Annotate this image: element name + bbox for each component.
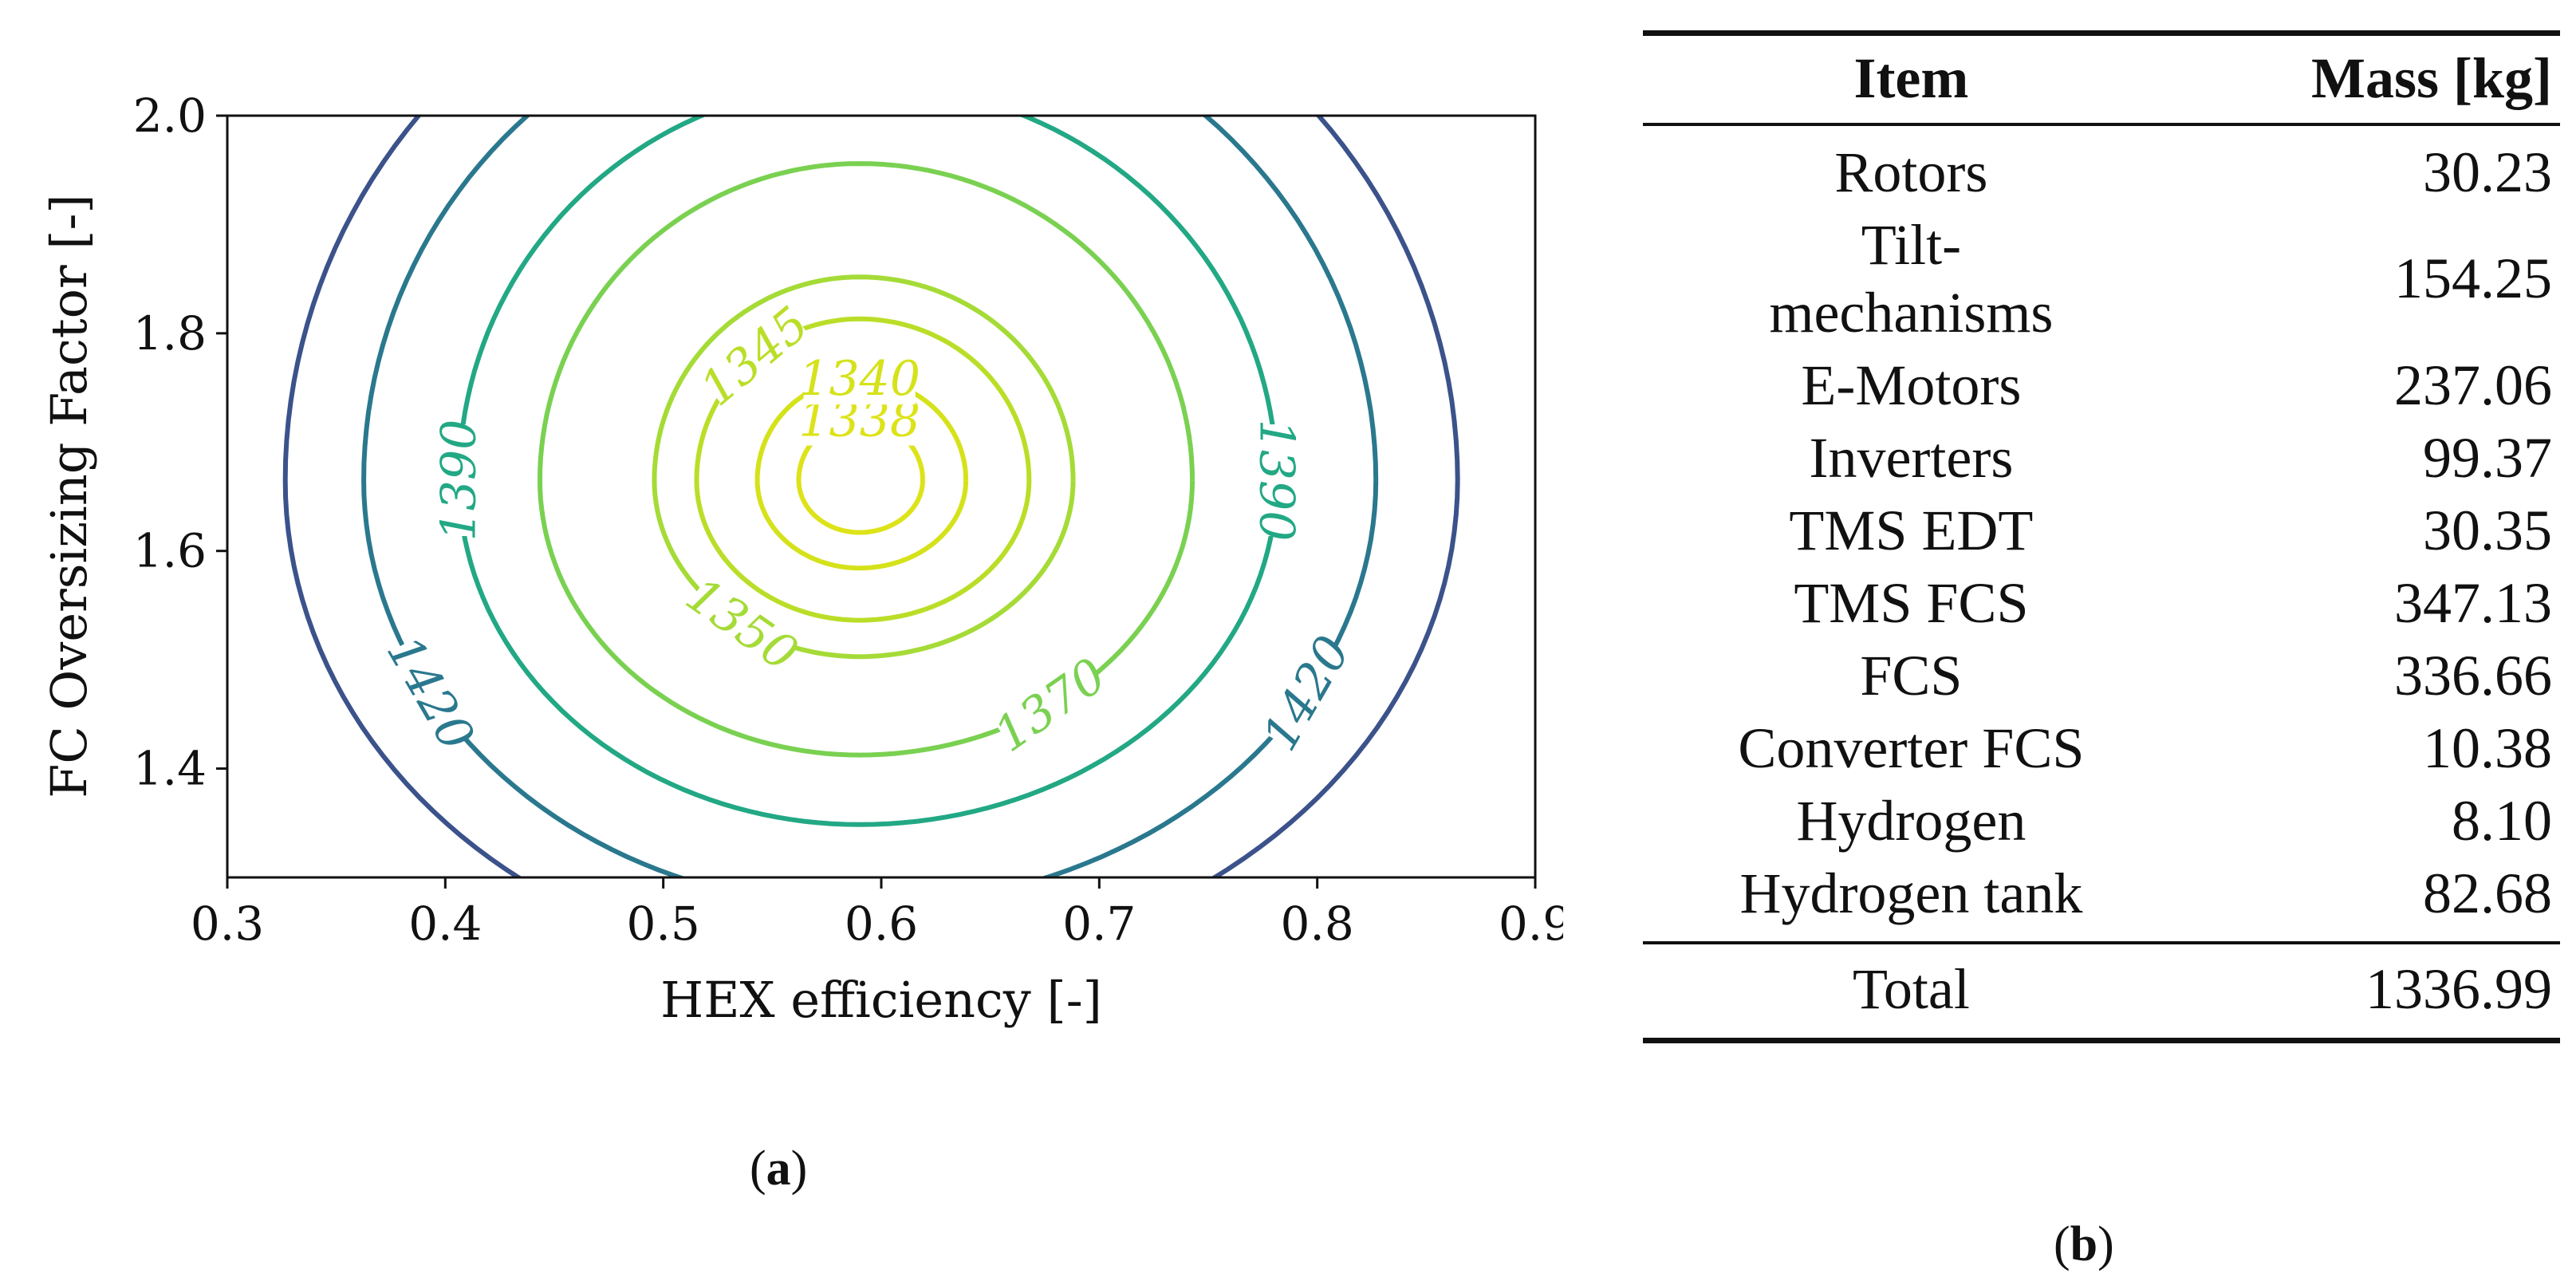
x-tick-label: 0.5 [627,897,700,951]
contour-label-bg [803,352,916,405]
item-cell-line2: mechanisms [1769,280,2054,345]
table-row: Tilt- mechanisms 154.25 [1643,209,2560,349]
item-cell: Tilt- mechanisms [1643,209,2180,349]
item-cell: TMS EDT [1789,498,2034,562]
x-tick-label: 0.4 [408,897,482,951]
plot-frame [226,114,1537,879]
contour-label-bg [1255,631,1357,755]
caption-b-text: (b) [2054,1217,2114,1271]
y-tick-label: 1.4 [133,742,207,796]
x-axis-label: HEX efficiency [-] [660,971,1102,1029]
contour-label-1420: 1420 [1252,627,1361,760]
contour-label-bg [380,631,482,755]
contour-line-1390 [456,116,1279,827]
table-header-row: Item Mass [kg] [1643,33,2560,124]
item-cell: Hydrogen tank [1739,861,2083,925]
x-tick-label: 0.8 [1281,897,1354,951]
contour-label-1350: 1350 [676,567,808,683]
mass-cell: 10.38 [2423,715,2552,780]
mass-cell: 336.66 [2394,643,2552,708]
mass-cell: 82.68 [2423,861,2552,925]
contour-label-bg [694,300,814,412]
table-row: Rotors 30.23 [1643,124,2560,209]
table-row: Hydrogen tank 82.68 [1643,857,2560,944]
caption-a-text: (a) [750,1141,808,1196]
caption-a: (a) [750,1141,807,1197]
table-row: TMS FCS 347.13 [1643,567,2560,640]
contour-label-1390: 1390 [431,420,487,542]
contour-line-1350 [652,274,1076,660]
contour-label-1340: 1340 [798,351,920,407]
item-cell: Hydrogen [1796,788,2027,853]
mass-cell: 30.35 [2423,498,2552,562]
contour-label-1390: 1390 [1249,420,1305,542]
x-tick-label: 0.3 [191,897,264,951]
x-tick-label: 0.6 [845,897,918,951]
contour-label-bg [431,424,485,537]
header-mass: Mass [kg] [2311,46,2552,110]
contour-label-1370: 1370 [984,648,1116,763]
mass-cell: 347.13 [2394,570,2552,635]
item-cell-line1: Tilt- [1861,212,1962,277]
table-row: E-Motors 237.06 [1643,349,2560,422]
contour-line-1420 [361,116,1379,877]
total-value: 1336.99 [2365,957,2552,1022]
contour-label-bg [681,570,803,678]
item-cell: Rotors [1834,140,1988,204]
contour-line-1345 [694,316,1032,623]
total-row: Total 1336.99 [1643,943,2560,1041]
y-axis-label: FC Oversizing Factor [-] [40,194,98,798]
item-cell: TMS FCS [1794,570,2029,635]
header-item: Item [1853,46,1969,110]
contour-label-bg [989,651,1111,759]
table-row: TMS EDT 30.35 [1643,495,2560,567]
table-row: Hydrogen 8.10 [1643,785,2560,857]
y-tick-label: 2.0 [133,89,207,143]
contour-label-1420: 1420 [376,627,485,760]
mass-cell: 8.10 [2452,788,2552,853]
table-row: Inverters 99.37 [1643,422,2560,495]
mass-table: Item Mass [kg] Rotors 30.23 Tilt- mechan… [1643,30,2560,1043]
table-row: FCS 336.66 [1643,640,2560,712]
item-cell: Inverters [1809,425,2014,490]
table-row: Converter FCS 10.38 [1643,712,2560,785]
item-cell: FCS [1860,643,1963,708]
y-axis-ticks: 1.4 1.6 1.8 2.0 [133,89,227,796]
item-cell: Converter FCS [1738,715,2085,780]
caption-b: (b) [2054,1216,2114,1273]
mass-cell: 237.06 [2394,353,2552,417]
mass-cell: 154.25 [2394,246,2552,311]
y-tick-label: 1.8 [133,306,207,361]
y-tick-label: 1.6 [133,524,207,578]
contour-line-unlabeled [282,116,1460,877]
mass-cell: 99.37 [2423,425,2552,490]
x-tick-label: 0.9 [1499,897,1563,951]
x-axis-ticks: 0.3 0.4 0.5 0.6 0.7 0.8 0.9 [191,877,1563,951]
mass-cell: 30.23 [2423,140,2552,204]
item-cell: E-Motors [1801,353,2022,417]
contour-label-bg [1251,424,1304,537]
x-tick-label: 0.7 [1062,897,1136,951]
total-label: Total [1852,957,1970,1022]
